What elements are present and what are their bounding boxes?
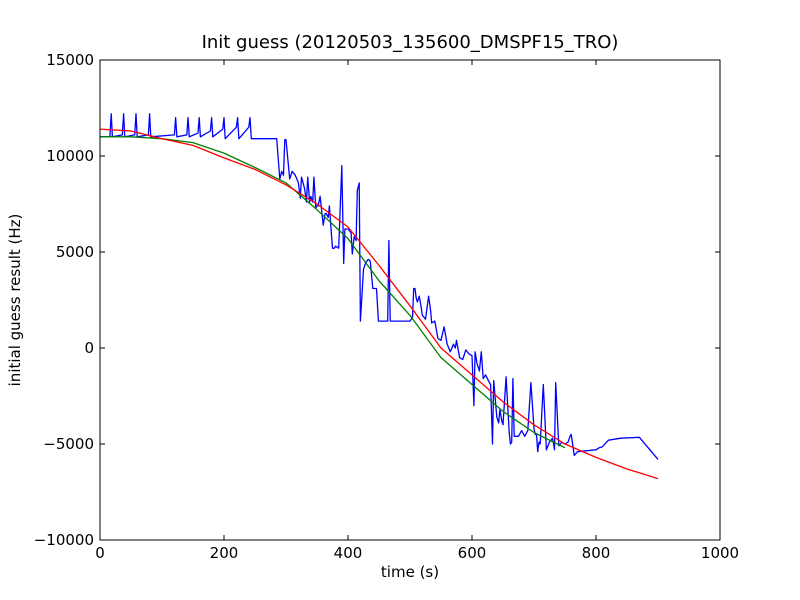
series-line-3	[99, 128, 659, 480]
plot-area	[99, 113, 659, 480]
x-tick-label: 200	[210, 544, 239, 562]
x-tick-label: 600	[458, 544, 487, 562]
series-line-1	[100, 113, 659, 460]
y-tick-label: −10000	[34, 531, 94, 549]
y-tick-label: 10000	[46, 147, 94, 165]
x-tick-label: 0	[95, 544, 105, 562]
x-axis-label: time (s)	[381, 563, 439, 581]
series-line-2	[100, 136, 566, 449]
x-tick-label: 800	[582, 544, 611, 562]
x-axis: 0 200 400 600 800 1000	[95, 60, 739, 562]
y-tick-label: 0	[84, 339, 94, 357]
axes-frame	[99, 59, 721, 541]
x-tick-label: 400	[334, 544, 363, 562]
y-tick-label: −5000	[43, 435, 94, 453]
y-tick-label: 5000	[56, 243, 94, 261]
y-tick-label: 15000	[46, 51, 94, 69]
x-tick-label: 1000	[701, 544, 739, 562]
y-axis-label: initial guess result (Hz)	[6, 214, 24, 387]
y-axis: −10000 −5000 0 5000 10000 15000	[34, 51, 720, 549]
chart-title: Init guess (20120503_135600_DMSPF15_TRO)	[202, 32, 619, 53]
